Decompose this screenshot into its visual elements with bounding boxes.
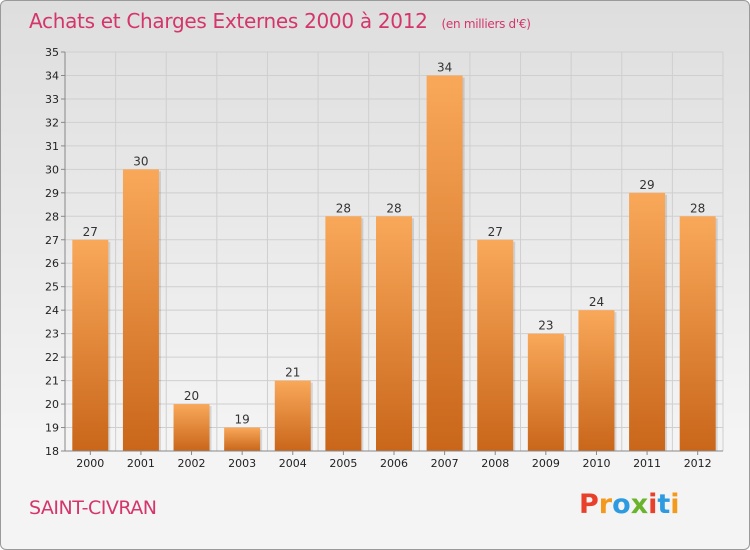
logo-letter: r [598, 489, 613, 520]
y-tick-label: 33 [45, 93, 59, 106]
x-tick-label-2012: 2012 [684, 457, 712, 470]
y-tick-label: 24 [45, 304, 59, 317]
data-label-2009: 23 [538, 319, 553, 333]
bars [72, 75, 718, 452]
x-tick-label-2002: 2002 [178, 457, 206, 470]
logo-letter: t [657, 489, 671, 520]
y-tick-label: 34 [45, 69, 59, 82]
logo-letter: P [579, 489, 599, 520]
bar-2000 [72, 239, 109, 451]
bar-2005 [325, 216, 362, 451]
x-tick-label-2006: 2006 [380, 457, 408, 470]
y-tick-label: 30 [45, 163, 59, 176]
y-tick-label: 22 [45, 351, 59, 364]
data-label-2004: 21 [285, 366, 300, 380]
y-tick-label: 31 [45, 140, 59, 153]
chart-title-text: Achats et Charges Externes 2000 à 2012 [29, 9, 428, 33]
y-tick-label: 26 [45, 257, 59, 270]
data-label-2010: 24 [589, 295, 604, 309]
x-tick-label-2007: 2007 [431, 457, 459, 470]
bar-2002 [173, 404, 210, 451]
x-tick-label-2008: 2008 [481, 457, 509, 470]
data-label-2011: 29 [639, 178, 654, 192]
data-label-2005: 28 [336, 201, 351, 215]
x-tick-label-2011: 2011 [633, 457, 661, 470]
x-tick-label-2000: 2000 [76, 457, 104, 470]
bar-2008 [477, 239, 514, 451]
data-label-2008: 27 [488, 225, 503, 239]
axes [61, 51, 723, 455]
y-tick-label: 23 [45, 328, 59, 341]
x-tick-label-2010: 2010 [582, 457, 610, 470]
bar-2007 [426, 75, 463, 452]
chart-unit: (en milliers d'€) [441, 17, 531, 31]
bar-2010 [578, 310, 615, 451]
y-tick-label: 35 [45, 46, 59, 59]
y-tick-label: 21 [45, 375, 59, 388]
y-tick-label: 32 [45, 116, 59, 129]
x-tick-label-2005: 2005 [329, 457, 357, 470]
data-label-2002: 20 [184, 389, 199, 403]
bar-2003 [224, 427, 261, 451]
proxiti-logo[interactable]: Proxiti [579, 489, 680, 520]
x-tick-label-2001: 2001 [127, 457, 155, 470]
data-label-2003: 19 [235, 413, 250, 427]
y-tick-label: 28 [45, 210, 59, 223]
chart-title: Achats et Charges Externes 2000 à 2012 (e… [29, 9, 531, 33]
y-tick-label: 27 [45, 234, 59, 247]
bar-2011 [629, 192, 666, 451]
y-tick-label: 18 [45, 445, 59, 458]
logo-letter: i [670, 489, 680, 520]
logo-letter: x [630, 489, 649, 520]
data-label-2012: 28 [690, 201, 705, 215]
labels: 18 19 20 21 22 23 24 25 26 27 28 29 30 31 32 33 34 35 27 20… [45, 46, 712, 470]
x-tick-label-2003: 2003 [228, 457, 256, 470]
logo-letter: i [648, 489, 658, 520]
bar-2006 [376, 216, 412, 451]
y-tick-label: 25 [45, 281, 59, 294]
commune-name: SAINT-CIVRAN [29, 497, 157, 519]
y-tick-label: 19 [45, 422, 59, 435]
x-tick-label-2009: 2009 [532, 457, 560, 470]
logo-letter: o [612, 489, 631, 520]
bar-2012 [679, 216, 716, 451]
y-tick-label: 20 [45, 398, 59, 411]
data-label-2001: 30 [133, 154, 148, 168]
bar-2001 [122, 169, 159, 451]
bar-2009 [527, 333, 564, 451]
data-label-2000: 27 [83, 225, 98, 239]
data-label-2006: 28 [386, 201, 401, 215]
x-tick-label-2004: 2004 [279, 457, 307, 470]
bar-2004 [274, 380, 311, 451]
data-label-2007: 34 [437, 60, 452, 74]
y-tick-label: 29 [45, 187, 59, 200]
